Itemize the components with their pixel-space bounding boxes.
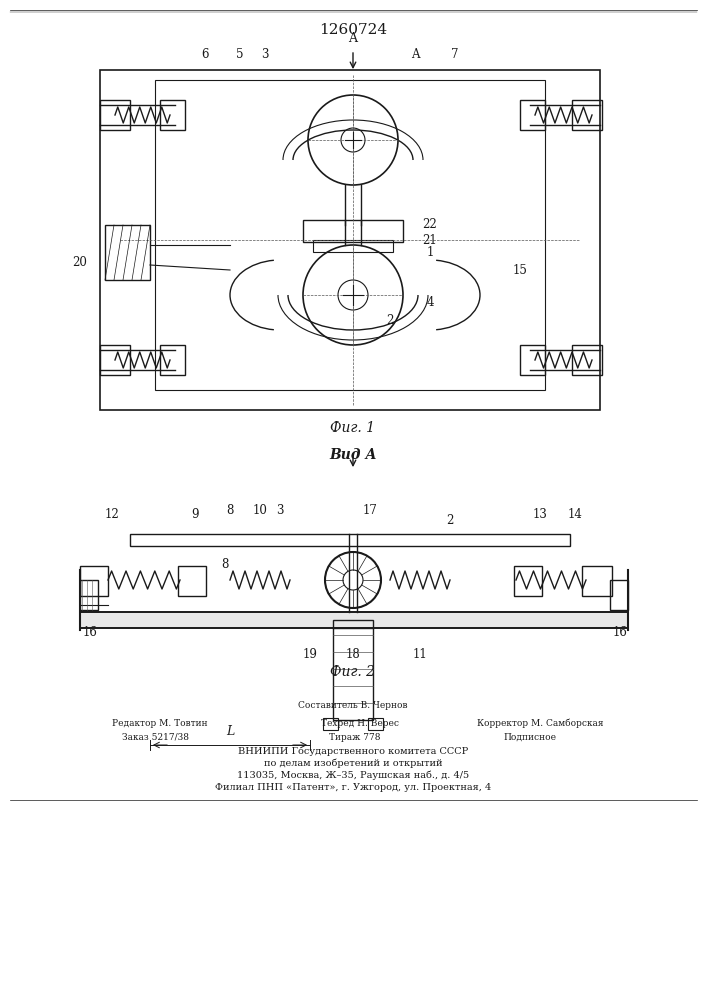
Text: 14: 14 bbox=[568, 508, 583, 522]
Bar bbox=[160, 345, 185, 375]
Bar bbox=[582, 566, 612, 596]
Bar bbox=[100, 345, 130, 375]
Bar bbox=[514, 566, 542, 596]
Bar bbox=[80, 580, 98, 610]
Text: Техред Н. Верес: Техред Н. Верес bbox=[321, 718, 399, 728]
Text: Вид А: Вид А bbox=[329, 448, 377, 462]
Bar bbox=[520, 345, 545, 375]
Bar bbox=[80, 612, 628, 628]
Text: 22: 22 bbox=[423, 219, 438, 232]
Text: 20: 20 bbox=[73, 255, 88, 268]
Text: 16: 16 bbox=[612, 626, 627, 640]
Text: A: A bbox=[349, 32, 358, 45]
Bar bbox=[520, 100, 545, 130]
Bar bbox=[178, 566, 206, 596]
Text: 1260724: 1260724 bbox=[319, 23, 387, 37]
Bar bbox=[100, 70, 600, 410]
Text: 15: 15 bbox=[513, 263, 527, 276]
Text: 5: 5 bbox=[236, 48, 244, 62]
Text: Филиал ПНП «Патент», г. Ужгород, ул. Проектная, 4: Филиал ПНП «Патент», г. Ужгород, ул. Про… bbox=[215, 782, 491, 792]
Bar bbox=[333, 620, 373, 720]
Text: 12: 12 bbox=[105, 508, 119, 522]
Bar bbox=[105, 225, 150, 280]
Text: 7: 7 bbox=[451, 48, 459, 62]
Text: 8: 8 bbox=[221, 558, 228, 570]
Text: 113035, Москва, Ж–35, Раушская наб., д. 4/5: 113035, Москва, Ж–35, Раушская наб., д. … bbox=[237, 770, 469, 780]
Bar bbox=[80, 566, 108, 596]
Text: 1: 1 bbox=[426, 245, 433, 258]
Text: 3: 3 bbox=[276, 504, 284, 516]
Text: по делам изобретений и открытий: по делам изобретений и открытий bbox=[264, 758, 443, 768]
Text: 3: 3 bbox=[262, 48, 269, 62]
Text: 9: 9 bbox=[192, 508, 199, 522]
Text: 16: 16 bbox=[83, 626, 98, 640]
Text: 4: 4 bbox=[426, 296, 434, 308]
Bar bbox=[313, 240, 393, 252]
Text: 2: 2 bbox=[446, 514, 454, 526]
Bar bbox=[100, 100, 130, 130]
Bar bbox=[572, 345, 602, 375]
Bar bbox=[160, 100, 185, 130]
Bar bbox=[572, 100, 602, 130]
Bar bbox=[303, 220, 403, 242]
Text: 11: 11 bbox=[413, 648, 427, 662]
Text: 6: 6 bbox=[201, 48, 209, 62]
Text: ВНИИПИ Государственного комитета СССР: ВНИИПИ Государственного комитета СССР bbox=[238, 746, 468, 756]
Text: Корректор М. Самборская: Корректор М. Самборская bbox=[477, 718, 603, 728]
Text: Подписное: Подписное bbox=[503, 732, 556, 742]
Text: 13: 13 bbox=[532, 508, 547, 522]
Text: A: A bbox=[411, 48, 419, 62]
Text: 18: 18 bbox=[346, 648, 361, 662]
Text: Фиг. 2: Фиг. 2 bbox=[330, 665, 375, 679]
Text: 19: 19 bbox=[303, 648, 317, 662]
Text: 8: 8 bbox=[226, 504, 234, 516]
Text: Тираж 778: Тираж 778 bbox=[329, 732, 381, 742]
Text: 2: 2 bbox=[386, 314, 394, 326]
Bar bbox=[80, 612, 628, 628]
Bar bbox=[323, 718, 338, 730]
Bar bbox=[368, 718, 383, 730]
Text: Заказ 5217/38: Заказ 5217/38 bbox=[122, 732, 189, 742]
Bar bbox=[130, 534, 570, 546]
Text: Редактор М. Товтин: Редактор М. Товтин bbox=[112, 718, 208, 728]
Text: Составитель В. Чернов: Составитель В. Чернов bbox=[298, 700, 408, 710]
Text: L: L bbox=[226, 725, 234, 738]
Text: Фиг. 1: Фиг. 1 bbox=[330, 421, 375, 435]
Text: 17: 17 bbox=[363, 504, 378, 516]
Bar bbox=[155, 80, 545, 390]
Text: 10: 10 bbox=[252, 504, 267, 516]
Bar bbox=[610, 580, 628, 610]
Text: 21: 21 bbox=[423, 233, 438, 246]
